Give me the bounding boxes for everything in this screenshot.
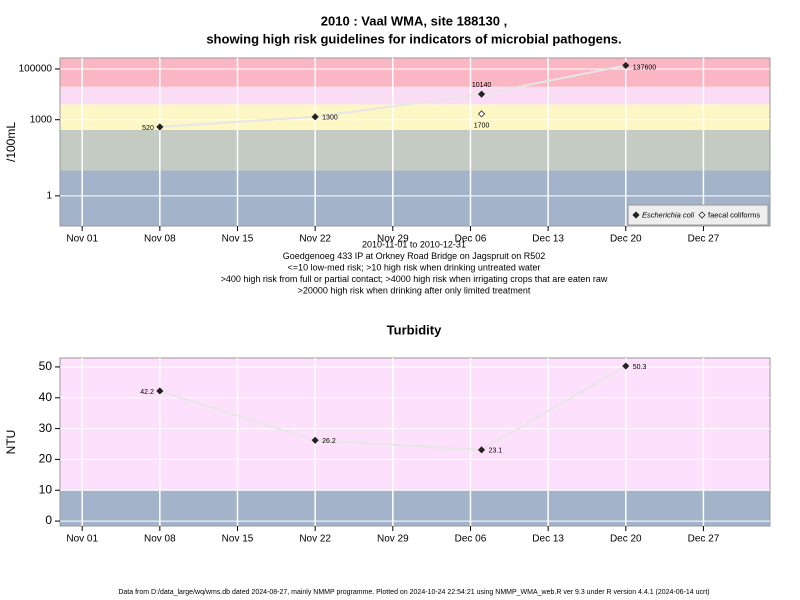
footer: Data from D:/data_large/wq/wms.db dated … (118, 589, 709, 596)
risk-band (60, 129, 770, 171)
note: >400 high risk from full or partial cont… (221, 274, 608, 284)
note: >20000 high risk when drinking after onl… (298, 285, 531, 295)
y-tick-label: 50 (39, 359, 53, 373)
x-tick-label: Dec 06 (455, 234, 487, 245)
value-label: 137600 (633, 64, 656, 71)
legend: Escherichia coli faecal coliforms (627, 204, 769, 226)
x-tick-label: Nov 22 (299, 534, 331, 545)
data-point (477, 446, 486, 454)
value-label: 1700 (474, 123, 490, 130)
value-label: 42.2 (140, 389, 154, 396)
risk-band (60, 58, 770, 87)
y-tick-label: 40 (39, 390, 53, 404)
y-tick-label: 1 (46, 191, 52, 202)
legend-label: Escherichia coli (642, 210, 694, 219)
legend-label: faecal coliforms (708, 210, 760, 219)
x-tick-label: Nov 22 (299, 234, 331, 245)
plot-frame (59, 357, 771, 527)
note: 2010-11-01 to 2010-12-31 (362, 239, 466, 249)
value-label: 1300 (322, 115, 338, 122)
x-tick-label: Dec 20 (610, 234, 642, 245)
x-tick-label: Nov 08 (144, 534, 176, 545)
legend-marker (698, 211, 706, 219)
y-tick-label: 30 (39, 421, 53, 435)
x-tick-label: Nov 15 (222, 534, 254, 545)
risk-band (60, 490, 770, 526)
data-point (156, 123, 164, 131)
x-tick-label: Dec 13 (532, 534, 564, 545)
data-point (156, 387, 164, 395)
note: <=10 low-med risk; >10 high risk when dr… (288, 262, 541, 272)
value-label: 50.3 (633, 364, 647, 371)
x-tick-label: Nov 29 (377, 534, 409, 545)
data-point (311, 113, 319, 121)
legend-marker (632, 211, 640, 219)
chart-title: 2010 : Vaal WMA, site 188130 , (321, 13, 507, 28)
y-tick-label: 10 (39, 482, 53, 496)
chart-title: showing high risk guidelines for indicat… (206, 31, 621, 46)
value-label: 26.2 (322, 438, 336, 445)
value-label: 520 (142, 125, 154, 132)
risk-band (60, 358, 770, 491)
data-point (311, 436, 319, 444)
x-tick-label: Dec 27 (688, 534, 720, 545)
x-tick-label: Nov 15 (222, 234, 254, 245)
value-label: 10140 (472, 82, 492, 89)
y-tick-label: 20 (39, 452, 53, 466)
data-point (622, 362, 630, 370)
legend-box (627, 204, 769, 226)
chart-title: Turbidity (387, 322, 442, 337)
x-tick-label: Nov 01 (66, 534, 98, 545)
data-point (477, 110, 486, 118)
x-tick-label: Nov 08 (144, 234, 176, 245)
value-label: 23.1 (489, 448, 503, 455)
y-axis-label: /100mL (4, 122, 18, 162)
series-line (159, 365, 627, 451)
y-axis-label: NTU (4, 430, 18, 455)
risk-band (60, 86, 770, 105)
y-tick-label: 100000 (19, 64, 53, 75)
data-point (622, 61, 630, 69)
x-tick-label: Nov 29 (377, 234, 409, 245)
data-point (477, 90, 486, 98)
series-line (159, 64, 626, 128)
y-tick-label: 1000 (30, 114, 53, 125)
x-tick-label: Dec 06 (455, 534, 487, 545)
plot-frame (59, 57, 771, 227)
x-tick-label: Dec 20 (610, 534, 642, 545)
x-tick-label: Dec 27 (688, 234, 720, 245)
x-tick-label: Nov 01 (66, 234, 98, 245)
x-tick-label: Dec 13 (532, 234, 564, 245)
y-tick-label: 0 (45, 513, 52, 527)
note: Goedgenoeg 433 IP at Orkney Road Bridge … (283, 251, 546, 261)
